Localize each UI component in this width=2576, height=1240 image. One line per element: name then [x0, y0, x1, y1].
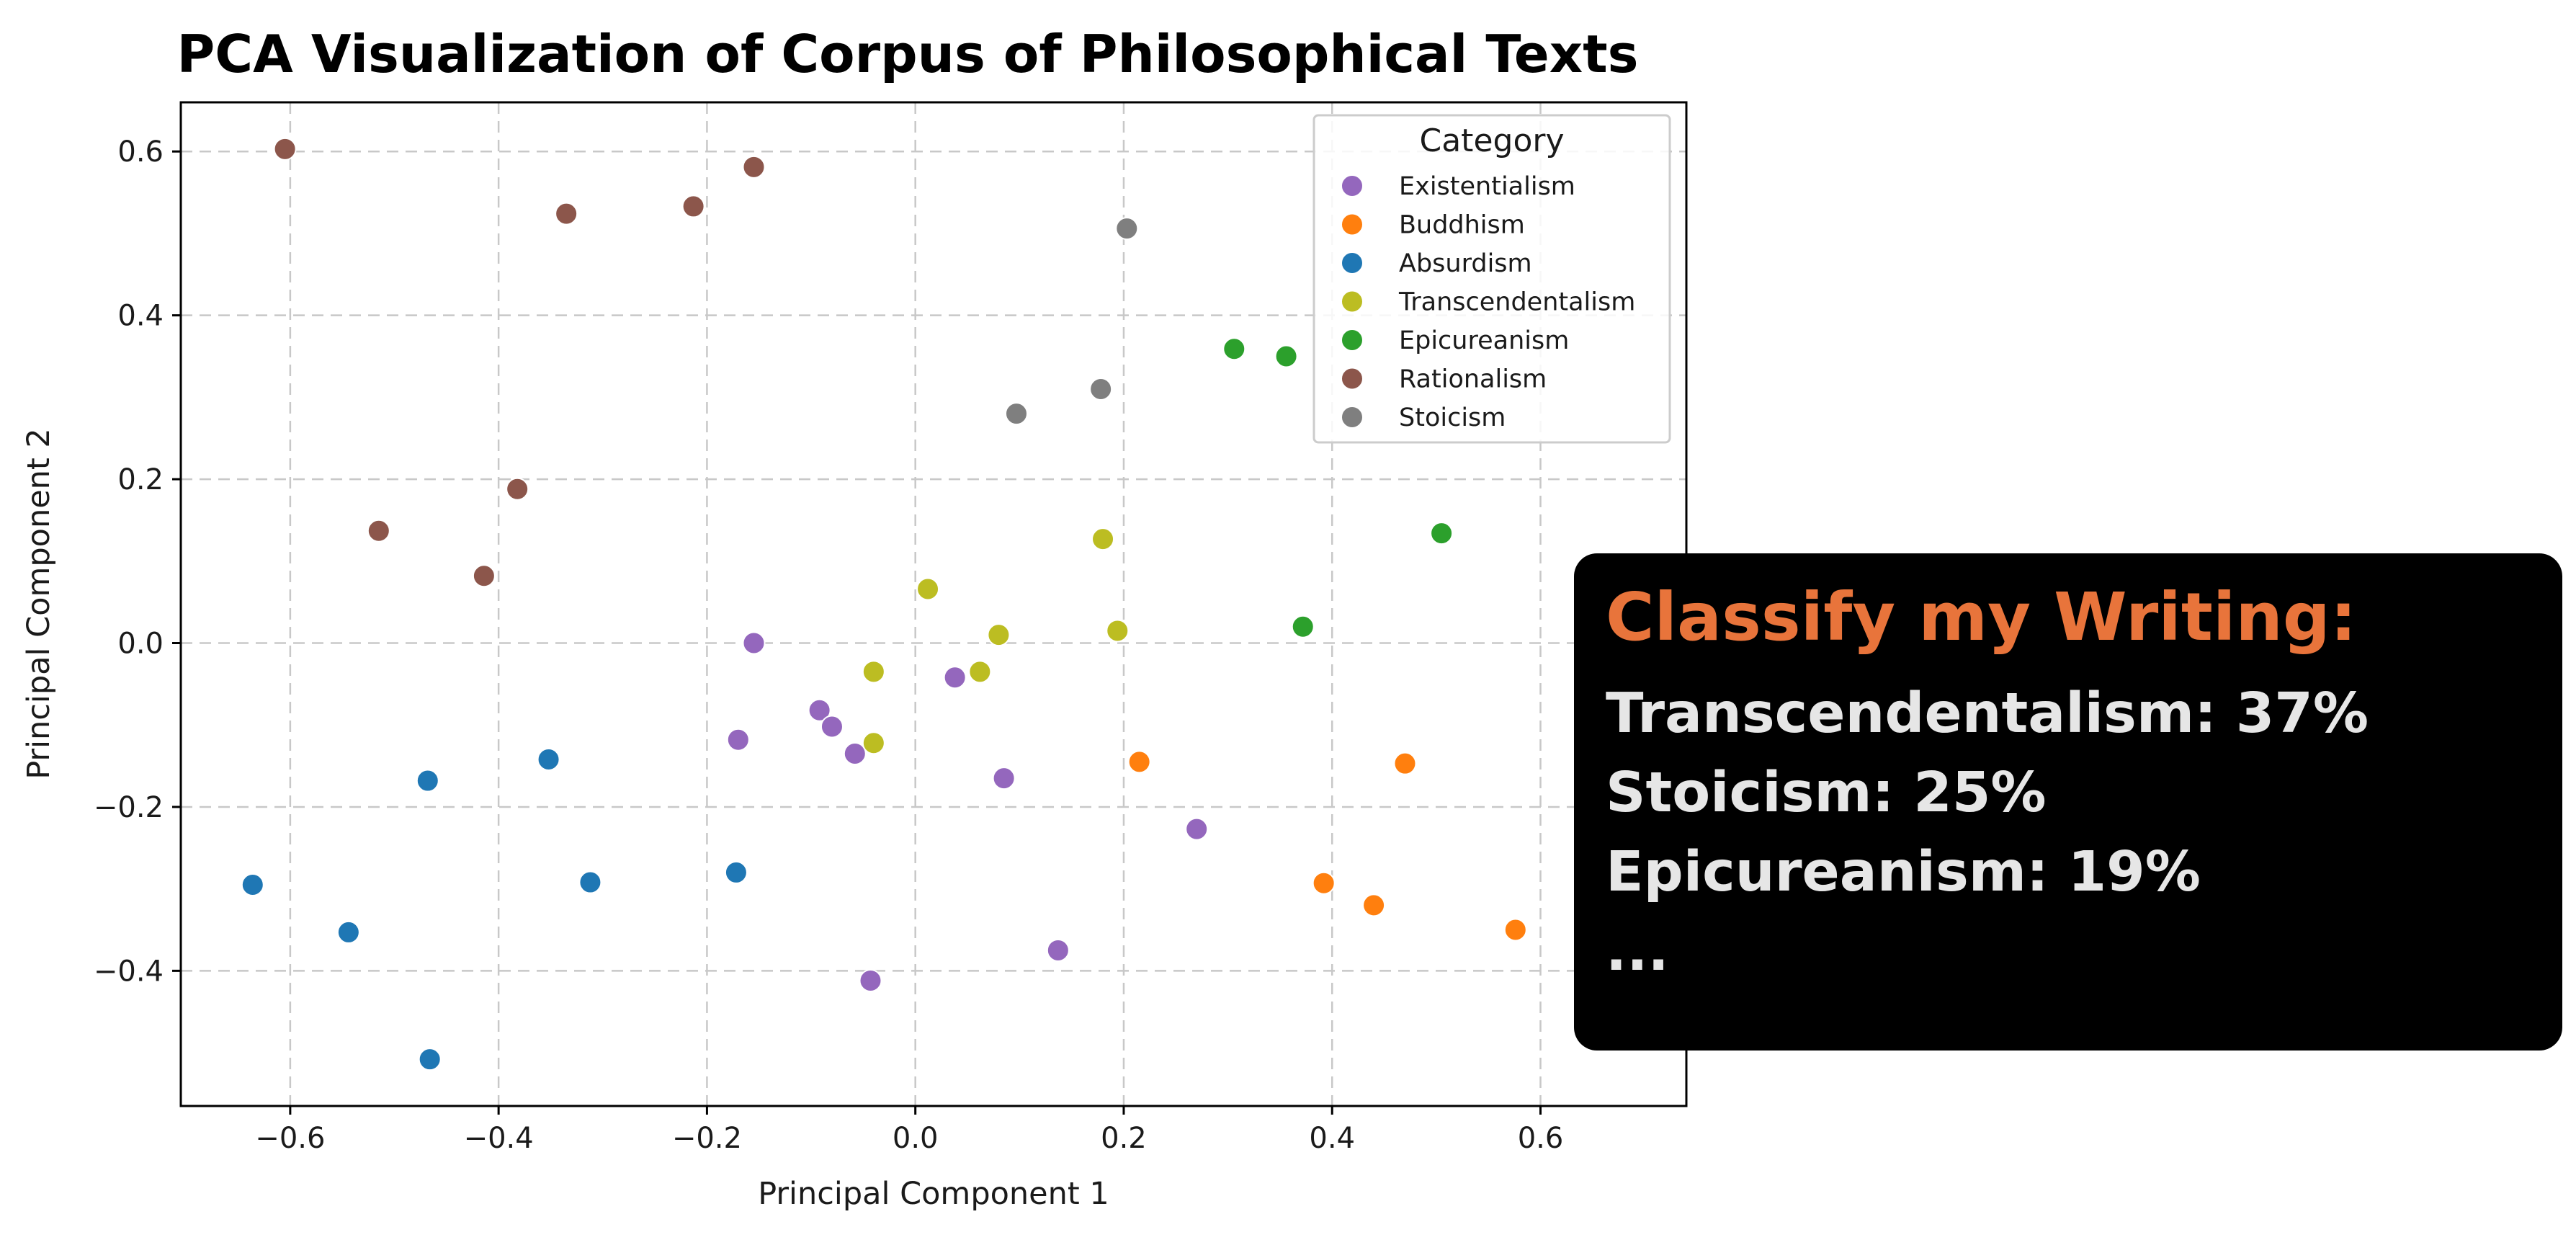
data-point-transcendentalism [916, 577, 940, 601]
x-tick-label: 0.4 [1309, 1122, 1355, 1155]
data-point-rationalism [273, 137, 297, 161]
data-point-existentialism [992, 767, 1016, 790]
data-point-epicureanism [1274, 344, 1298, 368]
data-point-buddhism [1503, 918, 1527, 942]
legend-items: Existentialism Buddhism Absurdism Transcend… [1341, 172, 1635, 432]
y-tick-label: 0.6 [117, 135, 164, 169]
data-point-epicureanism [1291, 615, 1315, 638]
y-tick-label: 0.0 [117, 628, 164, 661]
data-point-stoicism [1089, 378, 1113, 401]
data-point-buddhism [1312, 871, 1336, 895]
data-point-existentialism [726, 728, 750, 751]
data-point-existentialism [859, 969, 882, 993]
data-point-transcendentalism [1106, 619, 1130, 643]
legend-label-epicureanism: Epicureanism [1399, 326, 1569, 355]
classification-results: Transcendentalism: 37% Stoicism: 25% Epicu… [1606, 674, 2531, 991]
legend-marker-epicureanism [1341, 329, 1364, 352]
data-point-transcendentalism [862, 660, 885, 684]
data-point-existentialism [843, 742, 867, 766]
legend-marker-buddhism [1341, 213, 1364, 236]
x-tick-label: −0.6 [255, 1122, 325, 1155]
x-tick-label: −0.4 [464, 1122, 534, 1155]
classification-result: Epicureanism: 19% [1606, 839, 2201, 904]
data-points [241, 137, 1527, 1071]
data-point-rationalism [506, 477, 529, 501]
data-point-existentialism [820, 715, 844, 739]
x-tick-label: −0.2 [672, 1122, 742, 1155]
classify-heading: Classify my Writing: [1606, 579, 2357, 656]
data-point-absurdism [578, 870, 602, 894]
x-tick-label: 0.0 [893, 1122, 939, 1155]
legend-marker-stoicism [1341, 406, 1364, 429]
chart-title: PCA Visualization of Corpus of Philosoph… [177, 24, 1639, 84]
data-point-existentialism [1046, 938, 1070, 962]
data-point-rationalism [367, 519, 390, 543]
classification-result: Transcendentalism: 37% [1606, 681, 2369, 746]
data-point-buddhism [1127, 750, 1151, 774]
data-point-stoicism [1115, 217, 1139, 241]
data-point-existentialism [943, 666, 967, 690]
classify-panel: Classify my Writing: Transcendentalism: … [1574, 553, 2562, 1051]
legend-marker-absurdism [1341, 251, 1364, 275]
data-point-transcendentalism [968, 660, 992, 684]
legend-marker-transcendentalism [1341, 290, 1364, 313]
legend-marker-rationalism [1341, 367, 1364, 391]
data-point-epicureanism [1222, 337, 1246, 361]
data-point-transcendentalism [862, 731, 885, 755]
data-point-rationalism [472, 564, 496, 588]
legend-title: Category [1420, 122, 1565, 159]
legend-box [1312, 114, 1671, 444]
y-tick-label: 0.2 [117, 463, 164, 496]
legend-label-transcendentalism: Transcendentalism [1398, 288, 1635, 317]
data-point-existentialism [742, 631, 766, 655]
data-point-absurdism [537, 747, 560, 771]
y-tick-label: 0.4 [117, 300, 164, 333]
classification-result: ... [1606, 919, 1669, 983]
legend-label-buddhism: Buddhism [1399, 211, 1525, 240]
legend-label-existentialism: Existentialism [1399, 172, 1575, 201]
data-point-absurdism [416, 769, 439, 793]
classification-result: Stoicism: 25% [1606, 760, 2047, 825]
y-axis-label: Principal Component 2 [21, 428, 57, 780]
data-point-buddhism [1393, 751, 1417, 775]
legend-label-rationalism: Rationalism [1399, 365, 1547, 394]
data-point-transcendentalism [1091, 527, 1115, 551]
data-point-absurdism [241, 873, 264, 896]
y-tick-label: −0.4 [94, 955, 164, 988]
axis-ticks: −0.6 −0.4 −0.2 0.0 0.2 0.4 0.6 −0.4 −0.2 0.0 0.2 0.… [94, 135, 1563, 1155]
legend-label-stoicism: Stoicism [1399, 403, 1506, 432]
y-tick-label: −0.2 [94, 791, 164, 824]
data-point-existentialism [808, 698, 831, 722]
data-point-rationalism [555, 202, 578, 226]
data-point-transcendentalism [987, 623, 1011, 647]
data-point-existentialism [1185, 817, 1209, 841]
data-point-absurdism [336, 920, 360, 944]
data-point-rationalism [681, 195, 705, 218]
legend-marker-existentialism [1341, 174, 1364, 197]
data-point-rationalism [742, 155, 766, 179]
legend: Category Existentialism Buddhism Absurdism… [1312, 114, 1671, 444]
data-point-epicureanism [1430, 522, 1454, 545]
x-tick-label: 0.6 [1518, 1122, 1564, 1155]
data-point-stoicism [1004, 402, 1028, 426]
x-axis-label: Principal Component 1 [758, 1176, 1109, 1212]
grid-lines [181, 102, 1686, 1106]
legend-label-absurdism: Absurdism [1399, 249, 1532, 278]
x-tick-label: 0.2 [1101, 1122, 1147, 1155]
data-point-buddhism [1362, 893, 1386, 917]
data-point-absurdism [418, 1048, 442, 1071]
data-point-absurdism [724, 860, 748, 884]
